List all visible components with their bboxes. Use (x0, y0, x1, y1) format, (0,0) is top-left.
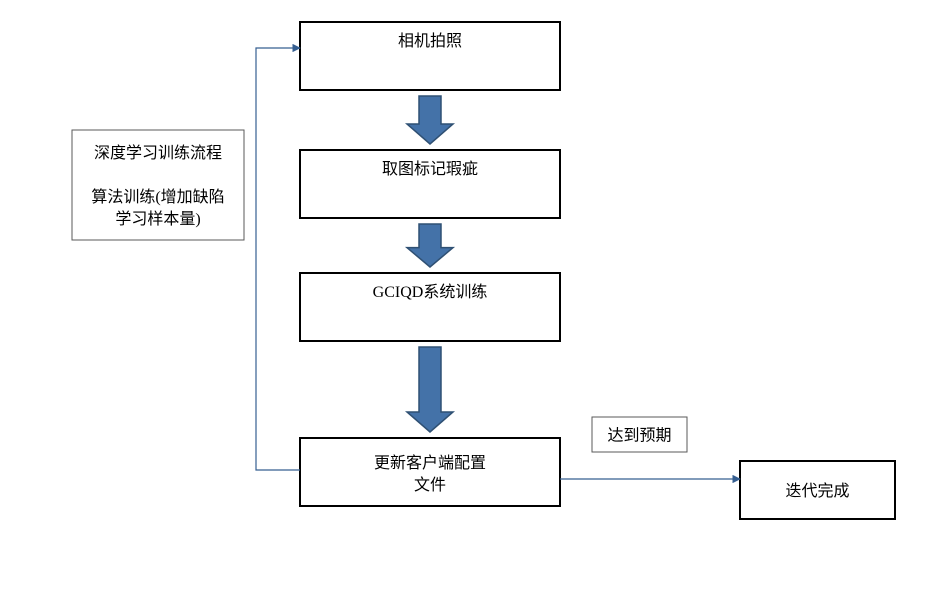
flow-node-label: GCIQD系统训练 (373, 283, 488, 301)
flow-node (300, 438, 560, 506)
flowchart-canvas: 相机拍照取图标记瑕疵 GCIQD系统训练更新客户端配置文件 迭代完成 深度学习训练流程… (0, 0, 930, 605)
flow-node-label: 迭代完成 (785, 482, 849, 500)
flow-node-label: 更新客户端配置 (374, 454, 486, 472)
side-note-line: 算法训练(增加缺陷 (91, 187, 224, 206)
feedback-arrow (256, 48, 300, 470)
flow-node-label: 相机拍照 (398, 32, 462, 50)
block-arrow-down (407, 347, 453, 432)
block-arrow-down (407, 224, 453, 267)
flow-node-label: 取图标记瑕疵 (382, 160, 478, 178)
side-note-line: 学习样本量) (115, 210, 200, 228)
block-arrow-down (407, 96, 453, 144)
side-note-line: 深度学习训练流程 (94, 144, 222, 162)
edge-label: 达到预期 (607, 427, 671, 445)
flow-node-label: 文件 (414, 476, 446, 494)
